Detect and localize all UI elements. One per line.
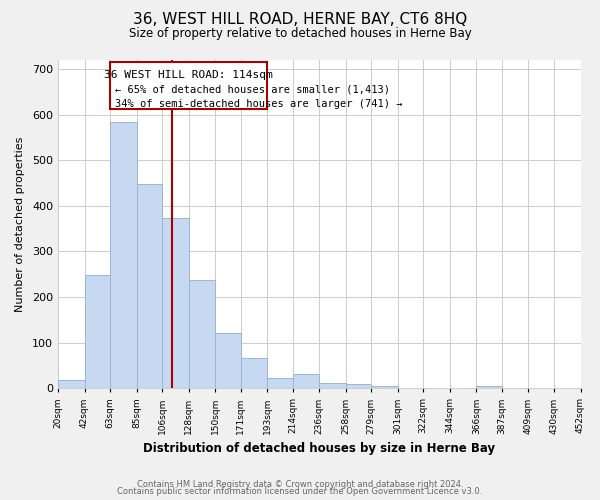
Bar [319, 383, 346, 388]
Bar [215, 333, 241, 388]
Text: 34% of semi-detached houses are larger (741) →: 34% of semi-detached houses are larger (… [115, 99, 402, 109]
Bar [188, 280, 215, 388]
Bar [476, 386, 502, 388]
Y-axis label: Number of detached properties: Number of detached properties [15, 136, 25, 312]
FancyBboxPatch shape [110, 62, 267, 109]
Bar [110, 122, 137, 388]
Text: Contains public sector information licensed under the Open Government Licence v3: Contains public sector information licen… [118, 487, 482, 496]
Bar [162, 218, 188, 388]
Text: 36, WEST HILL ROAD, HERNE BAY, CT6 8HQ: 36, WEST HILL ROAD, HERNE BAY, CT6 8HQ [133, 12, 467, 28]
Bar [241, 358, 267, 388]
Text: Size of property relative to detached houses in Herne Bay: Size of property relative to detached ho… [128, 28, 472, 40]
Bar [137, 184, 162, 388]
Bar [346, 384, 371, 388]
Bar [293, 374, 319, 388]
Bar [371, 386, 398, 388]
Bar [267, 378, 293, 388]
Text: Contains HM Land Registry data © Crown copyright and database right 2024.: Contains HM Land Registry data © Crown c… [137, 480, 463, 489]
Text: ← 65% of detached houses are smaller (1,413): ← 65% of detached houses are smaller (1,… [115, 84, 390, 94]
Text: 36 WEST HILL ROAD: 114sqm: 36 WEST HILL ROAD: 114sqm [104, 70, 273, 80]
X-axis label: Distribution of detached houses by size in Herne Bay: Distribution of detached houses by size … [143, 442, 495, 455]
Bar [85, 275, 110, 388]
Bar [58, 380, 85, 388]
